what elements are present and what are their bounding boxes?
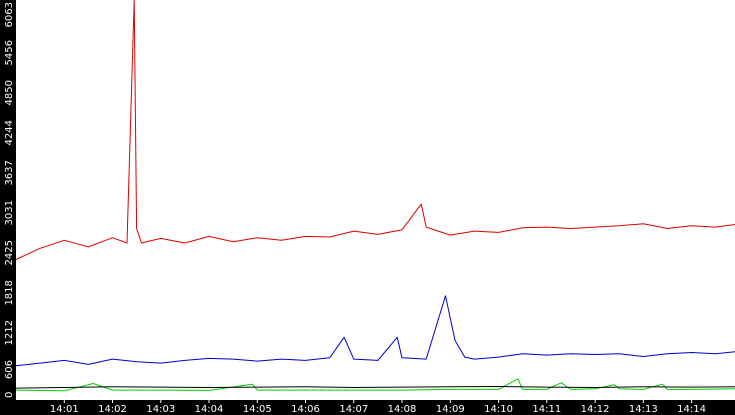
series-line-0 xyxy=(15,0,735,260)
y-axis-ticks: 0 606 1212 1818 2425 3031 3637 4244 4850 5456 6063 xyxy=(4,2,15,398)
y-axis-band xyxy=(0,0,16,400)
y-tick-label: 1212 xyxy=(4,320,15,345)
series-line-3 xyxy=(15,386,735,389)
x-tick-label: 14:05 xyxy=(243,404,272,415)
y-tick-label: 3637 xyxy=(4,160,15,185)
series-line-1 xyxy=(15,295,735,367)
y-tick-label: 4850 xyxy=(4,80,15,105)
y-tick-label: 0 xyxy=(4,392,15,398)
x-axis-band xyxy=(0,400,735,415)
x-tick-label: 14:02 xyxy=(98,404,127,415)
x-tick-label: 14:10 xyxy=(484,404,513,415)
series-line-2 xyxy=(15,378,735,392)
series-layer xyxy=(15,0,735,392)
y-tick-label: 3031 xyxy=(4,200,15,225)
x-tick-label: 14:06 xyxy=(291,404,320,415)
x-tick-label: 14:07 xyxy=(339,404,368,415)
x-tick-label: 14:11 xyxy=(532,404,561,415)
x-tick-label: 14:03 xyxy=(146,404,175,415)
y-tick-label: 2425 xyxy=(4,240,15,265)
x-tick-label: 14:01 xyxy=(50,404,79,415)
y-tick-label: 606 xyxy=(4,360,15,379)
y-tick-label: 6063 xyxy=(4,2,15,27)
y-tick-label: 5456 xyxy=(4,40,15,65)
y-tick-label: 1818 xyxy=(4,280,15,305)
x-tick-label: 14:04 xyxy=(195,404,224,415)
y-tick-label: 4244 xyxy=(4,120,15,145)
x-tick-label: 14:12 xyxy=(581,404,610,415)
x-tick-label: 14:13 xyxy=(629,404,658,415)
x-tick-label: 14:14 xyxy=(677,404,706,415)
x-tick-label: 14:08 xyxy=(388,404,417,415)
x-axis-ticks: 14:01 14:02 14:03 14:04 14:05 14:06 14:07 14:08… xyxy=(50,400,706,415)
x-tick-label: 14:09 xyxy=(436,404,465,415)
